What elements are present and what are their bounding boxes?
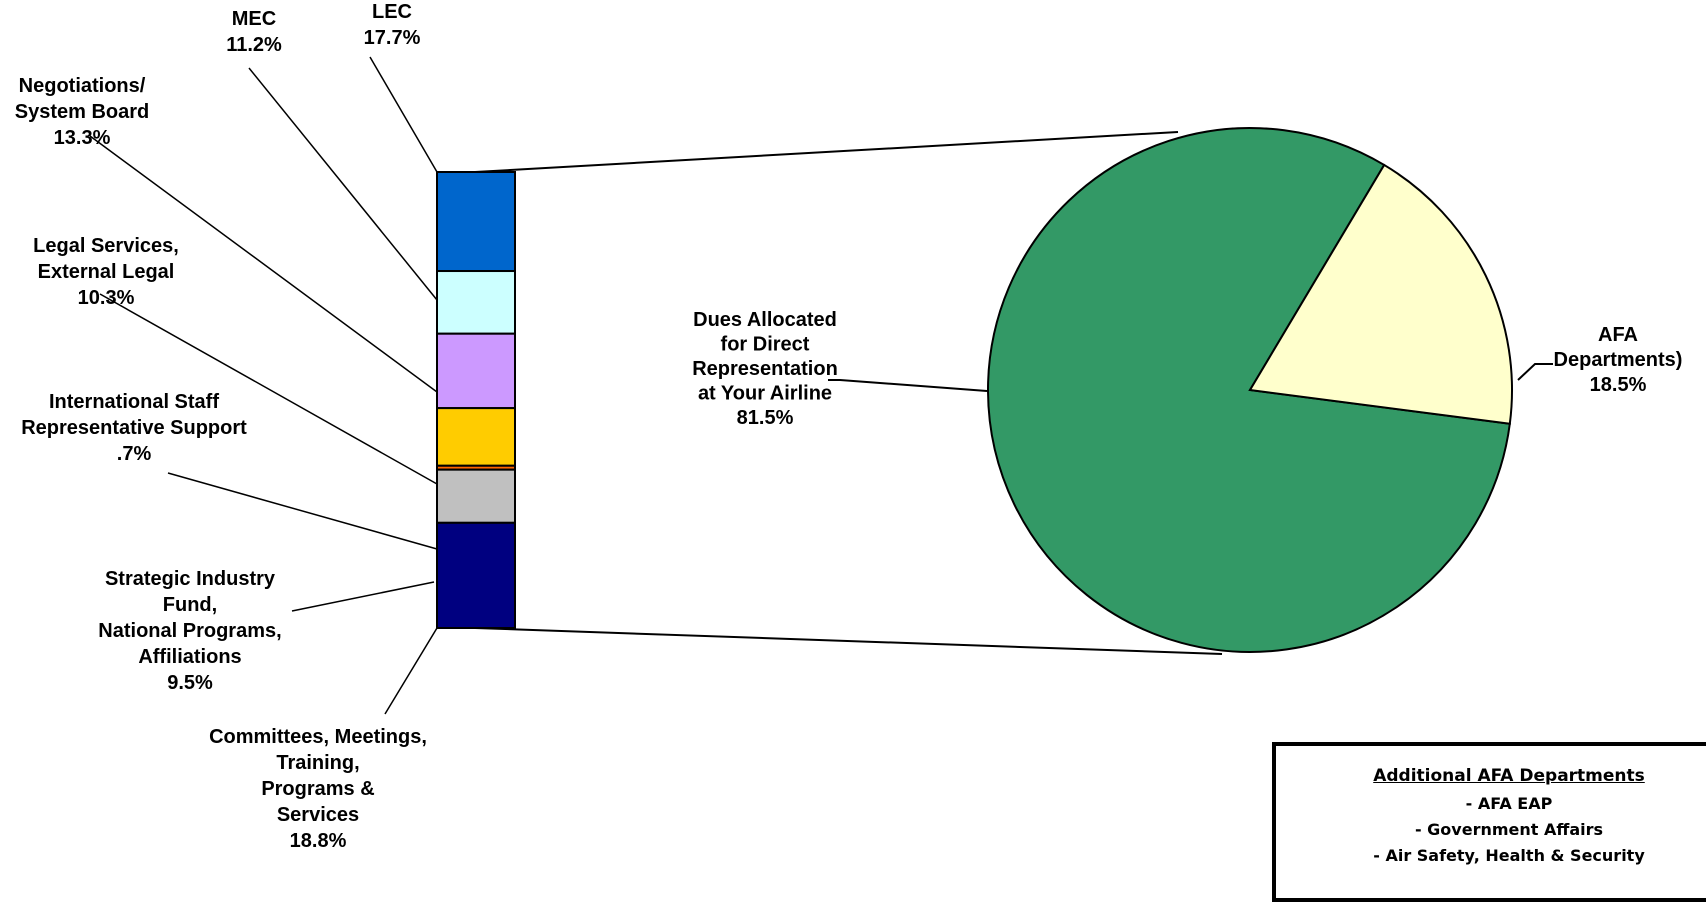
pie-label-afa-departments-line: 18.5% [1590, 374, 1647, 396]
bar-label-legal-services: Legal Services, External Legal 10.3% [33, 235, 179, 309]
bar-label-lec: LEC 17.7% [364, 1, 421, 49]
bar-label-committees-meetings-line: 18.8% [290, 830, 347, 852]
bar-label-committees-meetings-line: Programs & [261, 778, 374, 800]
leader-line-strategic-industry [291, 581, 435, 612]
department-item-eap: - AFA EAP [1465, 794, 1553, 813]
bar-label-strategic-industry-line: 9.5% [167, 672, 213, 694]
pie-label-afa-departments: AFA Departments) 18.5% [1554, 324, 1683, 396]
bar-segment-negotiations [436, 332, 516, 410]
bar-segment-strategic-industry [436, 468, 516, 524]
bar-label-international-staff: International Staff Representative Suppor… [21, 391, 247, 465]
bar-pie-connector-bottom [474, 627, 1223, 655]
bar-label-legal-services-line: External Legal [38, 261, 175, 283]
bar-pie-connector-top [474, 131, 1179, 173]
bar-segment-lec [436, 171, 516, 273]
chart-labels: LEC 17.7% MEC 11.2% Negotiations/System Boar… [15, 1, 1683, 852]
additional-departments-title: Additional AFA Departments [1373, 766, 1645, 786]
bar-label-international-staff-line: International Staff [49, 391, 219, 413]
bar-label-negotiations: Negotiations/System Board 13.3% [15, 75, 150, 149]
leader-line-legal-services [99, 293, 438, 485]
stacked-bar [436, 171, 516, 629]
bar-leader-lines [89, 56, 1553, 715]
bar-label-lec-line: LEC [372, 1, 412, 23]
bar-label-lec-line: 17.7% [364, 27, 421, 49]
bar-label-mec-line: MEC [232, 8, 276, 30]
bar-label-strategic-industry-line: Affiliations [138, 646, 241, 668]
leader-line-afa-departments [1517, 363, 1553, 381]
leader-line-direct-representation [828, 379, 988, 392]
bar-label-committees-meetings: Committees, Meetings, Training, Programs &… [209, 726, 427, 852]
leader-line-international-staff [167, 472, 438, 550]
bar-label-international-staff-line: Representative Support [21, 417, 247, 439]
pie-label-direct-representation: Dues Allocated for Direct Representation at… [692, 309, 838, 429]
pie-label-afa-departments-line: Departments) [1554, 349, 1683, 371]
bar-label-strategic-industry: Strategic Industry Fund, National Programs… [98, 568, 281, 694]
bar-label-mec: MEC 11.2% [226, 8, 282, 56]
bar-label-negotiations-line: Negotiations/ [19, 75, 146, 97]
leader-line-lec [369, 56, 438, 173]
pie-label-afa-departments-line: AFA [1598, 324, 1638, 346]
department-item-government-affairs: - Government Affairs [1414, 820, 1604, 839]
pie-label-direct-representation-line: Dues Allocated [693, 309, 837, 331]
pie-label-direct-representation-line: 81.5% [737, 407, 794, 429]
bar-label-negotiations-line: System Board [15, 101, 150, 123]
bar-label-committees-meetings-line: Training, [276, 752, 359, 774]
bar-segment-committees-meetings [436, 521, 516, 629]
bar-segment-legal-services [436, 407, 516, 467]
bar-segment-mec [436, 270, 516, 335]
leader-line-mec [248, 67, 438, 301]
leader-line-negotiations [89, 135, 438, 393]
additional-departments-box: Additional AFA Departments - AFA EAP - G… [1272, 742, 1706, 902]
bar-label-negotiations-line: 13.3% [54, 127, 111, 149]
leader-line-committees-meetings [384, 627, 438, 715]
bar-label-legal-services-line: Legal Services, [33, 235, 179, 257]
bar-label-strategic-industry-line: Strategic Industry [105, 568, 276, 590]
bar-label-strategic-industry-line: National Programs, [98, 620, 281, 642]
pie-label-direct-representation-line: at Your Airline [698, 383, 832, 405]
bar-label-committees-meetings-line: Services [277, 804, 359, 826]
bar-label-mec-line: 11.2% [226, 34, 282, 56]
pie-slice-departments [1248, 163, 1513, 425]
bar-label-international-staff-line: .7% [117, 443, 152, 465]
dues-allocation-chart: LEC 17.7% MEC 11.2% Negotiations/System Boar… [15, 1, 1683, 852]
pie-label-direct-representation-line: for Direct [721, 334, 810, 356]
pie-label-direct-representation-line: Representation [692, 358, 838, 380]
bar-label-legal-services-line: 10.3% [78, 287, 135, 309]
bar-label-committees-meetings-line: Committees, Meetings, [209, 726, 427, 748]
pie-chart [987, 127, 1513, 653]
bar-label-strategic-industry-line: Fund, [163, 594, 217, 616]
